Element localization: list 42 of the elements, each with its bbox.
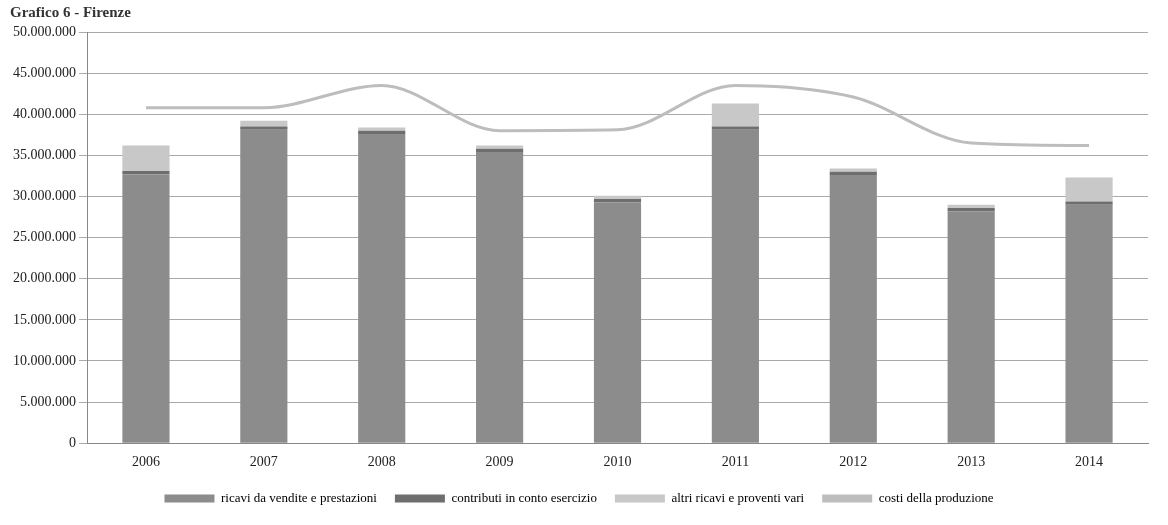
- bar: [122, 170, 170, 175]
- x-tick-label: 2014: [1075, 454, 1104, 470]
- y-tick-label: 20.000.000: [13, 270, 76, 286]
- bar: [711, 103, 759, 127]
- bar: [947, 207, 995, 212]
- y-tick-label: 50.000.000: [13, 23, 76, 39]
- x-tick-label: 2006: [131, 454, 160, 470]
- bar: [476, 145, 524, 149]
- y-tick-label: 40.000.000: [13, 105, 76, 121]
- x-tick-label: 2008: [367, 454, 396, 470]
- y-tick-label: 10.000.000: [13, 352, 76, 368]
- bar: [947, 204, 995, 208]
- x-tick-label: 2013: [957, 454, 986, 470]
- legend-label: costi della produzione: [878, 489, 994, 505]
- bar: [240, 120, 288, 127]
- y-tick-label: 5.000.000: [20, 393, 76, 409]
- x-tick-label: 2010: [603, 454, 632, 470]
- bar: [1065, 177, 1113, 202]
- legend-label: altri ricavi e proventi vari: [671, 489, 805, 505]
- y-tick-label: 45.000.000: [13, 64, 76, 80]
- y-tick-label: 25.000.000: [13, 229, 76, 245]
- chart-title: Grafico 6 - Firenze: [10, 3, 132, 20]
- bar: [476, 148, 524, 153]
- bar: [711, 126, 759, 130]
- bar: [593, 198, 642, 203]
- bar: [593, 195, 642, 199]
- y-tick-label: 35.000.000: [13, 147, 76, 163]
- bar: [122, 145, 170, 171]
- line-series: [144, 83, 1091, 147]
- bar: [829, 168, 877, 172]
- bar: [829, 171, 877, 176]
- y-tick-label: 30.000.000: [13, 188, 76, 204]
- x-tick-label: 2011: [721, 454, 750, 470]
- y-tick-label: 0: [69, 434, 76, 450]
- x-tick-label: 2007: [249, 454, 278, 470]
- bar: [240, 126, 288, 130]
- legend-label: contributi in conto esercizio: [451, 489, 597, 505]
- x-tick-label: 2012: [839, 454, 868, 470]
- legend-label: ricavi da vendite e prestazioni: [220, 489, 378, 505]
- x-tick-label: 2009: [485, 454, 514, 470]
- bar: [1065, 201, 1113, 205]
- y-tick-label: 15.000.000: [13, 311, 76, 327]
